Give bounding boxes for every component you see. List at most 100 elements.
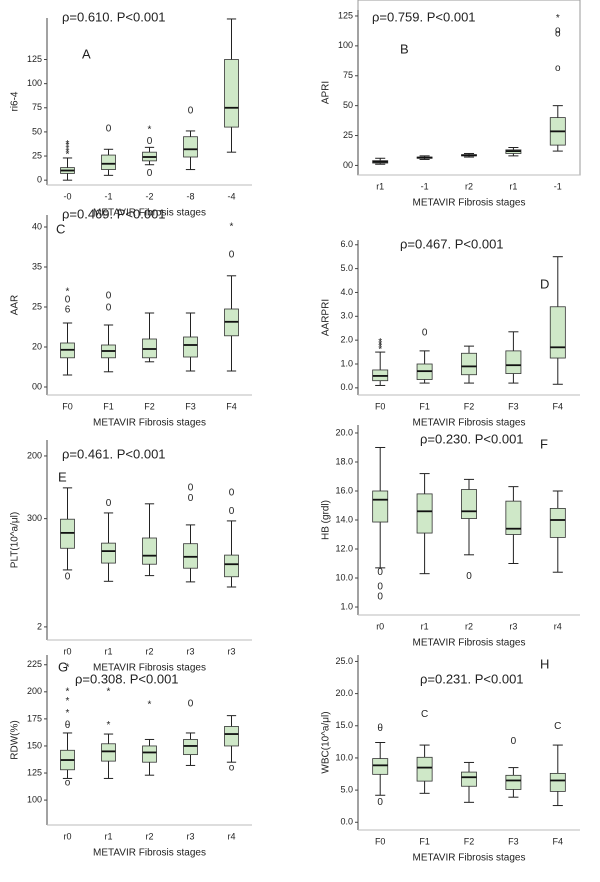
x-tick-label: -1 (421, 181, 429, 191)
outlier: 0 (377, 797, 383, 808)
y-tick-label: 15.0 (335, 720, 353, 730)
box (372, 758, 389, 775)
y-tick-label: 2.0 (340, 335, 353, 345)
outlier: 0 (377, 567, 383, 578)
y-tick-label: 00 (32, 381, 42, 391)
x-tick-label: r2 (465, 181, 473, 191)
y-axis-label: RDW(%) (10, 720, 21, 759)
outlier: 0 (188, 483, 194, 494)
box (372, 490, 389, 523)
x-tick-label: r4 (227, 831, 235, 841)
y-axis-label: WBC(10^a/μl) (321, 711, 332, 773)
outlier: 0 (377, 581, 383, 592)
chart-title: ρ=0.231. P<0.001 (420, 671, 524, 686)
x-tick-label: r0 (63, 646, 71, 656)
x-tick-label: r3 (227, 646, 235, 656)
y-axis-label: APRI (321, 81, 332, 104)
y-tick-label: 125 (27, 54, 42, 64)
chart-title: ρ=0.469. P<0.001 (62, 206, 166, 221)
panel-label: D (540, 276, 549, 291)
x-tick-label: -1 (554, 181, 562, 191)
outlier: * (107, 686, 111, 697)
outlier: * (66, 686, 70, 697)
outlier: 0 (422, 328, 428, 339)
y-tick-label: 16.0 (335, 485, 353, 495)
outlier: 0 (106, 290, 112, 301)
outlier: * (378, 342, 382, 353)
outlier: * (66, 696, 70, 707)
x-tick-label: F1 (103, 401, 114, 411)
x-tick-label: F4 (226, 401, 237, 411)
y-tick-label: 3.0 (340, 311, 353, 321)
x-tick-label: F1 (419, 836, 430, 846)
y-tick-label: 100 (27, 794, 42, 804)
y-tick-label: 125 (338, 10, 353, 20)
box (461, 489, 477, 519)
box (505, 500, 522, 535)
y-tick-label: 225 (27, 659, 42, 669)
x-tick-label: r1 (421, 621, 429, 631)
y-tick-label: 0 (37, 175, 42, 185)
x-tick-label: r1 (104, 646, 112, 656)
x-tick-label: -2 (145, 191, 153, 201)
y-tick-label: 125 (27, 767, 42, 777)
y-tick-label: 75 (343, 70, 353, 80)
outlier: 0 (106, 498, 112, 509)
box (416, 756, 433, 782)
x-tick-label: F2 (464, 401, 475, 411)
y-tick-label: 100 (27, 78, 42, 88)
outlier: 6 (65, 304, 71, 315)
x-tick-label: F1 (419, 401, 430, 411)
outlier: o (555, 63, 561, 74)
outlier: o (555, 29, 561, 40)
y-tick-label: 25 (32, 301, 42, 311)
y-tick-label: 1.0 (340, 358, 353, 368)
y-tick-label: 25 (343, 130, 353, 140)
outlier: 0 (106, 124, 112, 135)
x-tick-label: -8 (186, 191, 194, 201)
x-axis-label: METAVIR Fibrosis stages (93, 848, 206, 859)
outlier: 0 (229, 506, 235, 517)
x-tick-label: r3 (186, 831, 194, 841)
x-tick-label: -0 (63, 191, 71, 201)
y-tick-label: 20 (32, 341, 42, 351)
x-axis-label: METAVIR Fibrosis stages (413, 853, 526, 864)
y-tick-label: 20.0 (335, 688, 353, 698)
x-tick-label: -1 (104, 191, 112, 201)
outlier: C (554, 721, 561, 732)
y-tick-label: 0.0 (340, 382, 353, 392)
x-tick-label: F4 (553, 401, 564, 411)
box (183, 136, 198, 158)
x-tick-label: r2 (145, 831, 153, 841)
outlier: * (66, 708, 70, 719)
outlier: * (378, 340, 382, 351)
x-axis-label: METAVIR Fibrosis stages (413, 638, 526, 649)
x-tick-label: r4 (554, 621, 562, 631)
x-axis-label: METAVIR Fibrosis stages (413, 418, 526, 429)
chart-title: ρ=0.610. P<0.001 (62, 9, 166, 24)
panel-label: E (58, 469, 67, 484)
x-tick-label: F0 (62, 401, 73, 411)
y-tick-label: 18.0 (335, 456, 353, 466)
y-tick-label: 6.0 (340, 239, 353, 249)
outlier: θ (65, 720, 71, 731)
box (461, 352, 477, 376)
chart-title: ρ=0.461. P<0.001 (62, 446, 166, 461)
outlier: * (66, 139, 70, 150)
y-axis-label: AARPRI (321, 299, 332, 336)
y-tick-label: 4.0 (340, 287, 353, 297)
x-tick-label: r3 (186, 646, 194, 656)
x-tick-label: r1 (376, 181, 384, 191)
panel-label: F (540, 436, 548, 451)
y-tick-label: 100 (338, 40, 353, 50)
y-tick-label: 75 (32, 102, 42, 112)
panel-label: G (58, 659, 68, 674)
outlier: * (66, 150, 70, 161)
outlier: 0 (147, 136, 153, 147)
outlier: 0 (106, 302, 112, 313)
x-axis-label: METAVIR Fibrosis stages (413, 198, 526, 209)
y-axis-label: PLT(10^a/μl) (10, 512, 21, 568)
panel-label: B (400, 41, 409, 56)
outlier: * (66, 663, 70, 674)
